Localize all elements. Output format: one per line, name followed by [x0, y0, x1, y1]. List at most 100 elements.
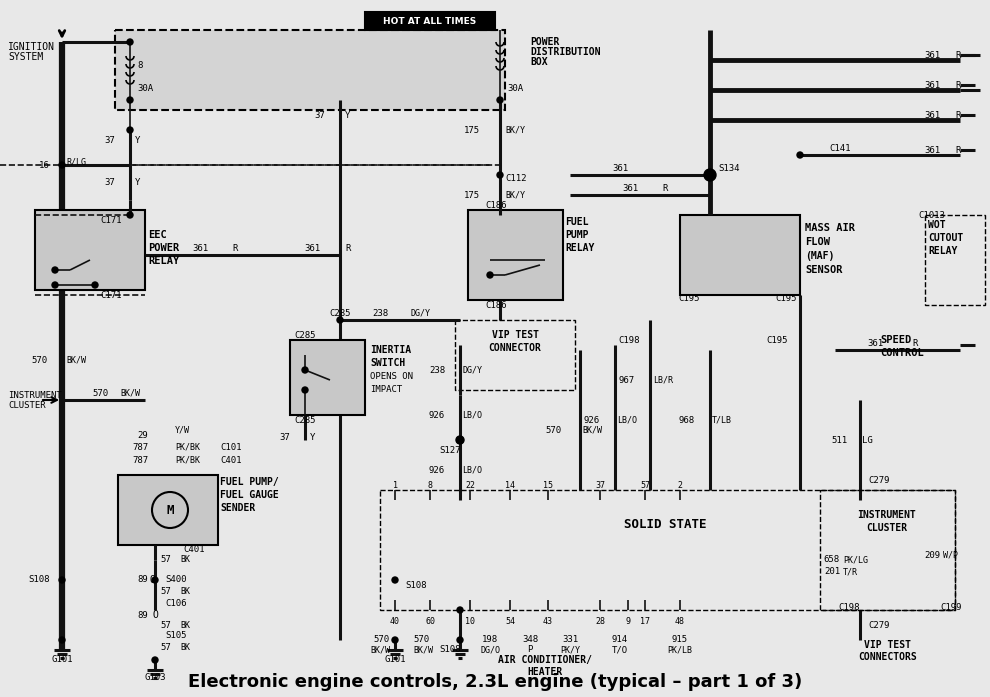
Text: R: R	[955, 146, 960, 155]
Bar	[290, 340, 365, 415]
Text: S108: S108	[440, 645, 460, 654]
Text: 361: 361	[622, 183, 639, 192]
Text: SENDER: SENDER	[220, 503, 255, 513]
Circle shape	[497, 172, 503, 178]
Text: AIR CONDITIONER/: AIR CONDITIONER/	[498, 655, 592, 665]
Bar	[680, 215, 800, 295]
Text: Electronic engine controls, 2.3L engine (typical – part 1 of 3): Electronic engine controls, 2.3L engine …	[188, 673, 802, 691]
Text: 22: 22	[465, 480, 475, 489]
Text: PK/LB: PK/LB	[667, 645, 692, 654]
Text: EEC: EEC	[148, 230, 166, 240]
Text: BK/W: BK/W	[582, 425, 602, 434]
Text: 54: 54	[505, 618, 515, 627]
Text: RELAY: RELAY	[148, 256, 179, 266]
Bar	[468, 210, 563, 300]
Text: 1: 1	[392, 480, 398, 489]
Circle shape	[59, 162, 65, 168]
Text: 30A: 30A	[507, 84, 523, 93]
Text: BK/W: BK/W	[120, 388, 140, 397]
Text: HEATER: HEATER	[528, 667, 562, 677]
Text: C285: C285	[330, 309, 350, 318]
Text: G101: G101	[384, 655, 406, 664]
Text: R: R	[955, 111, 960, 119]
Text: Y: Y	[345, 111, 350, 119]
Text: 37: 37	[104, 178, 115, 187]
Text: 89: 89	[138, 576, 148, 585]
Text: LB/O: LB/O	[617, 415, 637, 424]
Text: CLUSTER: CLUSTER	[8, 401, 46, 410]
Text: 926: 926	[584, 415, 600, 424]
Text: IMPACT: IMPACT	[370, 385, 402, 394]
Text: SYSTEM: SYSTEM	[8, 52, 44, 62]
Text: VIP TEST: VIP TEST	[864, 640, 912, 650]
Text: R: R	[913, 339, 918, 348]
Circle shape	[59, 577, 65, 583]
Text: C198: C198	[618, 335, 640, 344]
Text: Y/W: Y/W	[175, 425, 190, 434]
Circle shape	[302, 367, 308, 373]
Text: BOX: BOX	[530, 57, 547, 67]
Circle shape	[152, 577, 158, 583]
Text: O: O	[149, 575, 155, 585]
Text: POWER: POWER	[530, 37, 559, 47]
Text: OPENS ON: OPENS ON	[370, 372, 413, 381]
Circle shape	[152, 657, 158, 663]
Text: SENSOR: SENSOR	[805, 265, 842, 275]
Text: DISTRIBUTION: DISTRIBUTION	[530, 47, 601, 57]
Text: CUTOUT: CUTOUT	[928, 233, 963, 243]
Text: 348: 348	[522, 636, 538, 645]
Bar	[925, 215, 985, 305]
Text: 361: 361	[867, 339, 883, 348]
Text: R: R	[345, 243, 350, 252]
Text: 361: 361	[612, 164, 628, 172]
Text: LG: LG	[862, 436, 873, 445]
Text: 175: 175	[464, 125, 480, 135]
Text: C101: C101	[220, 443, 242, 452]
Text: 926: 926	[429, 466, 445, 475]
Text: 570: 570	[32, 355, 48, 365]
Text: 57: 57	[160, 588, 170, 597]
Text: O: O	[152, 610, 157, 620]
Text: 361: 361	[924, 146, 940, 155]
Circle shape	[704, 169, 716, 181]
Text: SWITCH: SWITCH	[370, 358, 405, 368]
Text: S134: S134	[718, 164, 740, 172]
Text: C285: C285	[294, 330, 316, 339]
Text: 43: 43	[543, 618, 553, 627]
Text: IGNITION: IGNITION	[8, 42, 55, 52]
Text: 37: 37	[314, 111, 325, 119]
Text: 37: 37	[104, 135, 115, 144]
Text: DG/Y: DG/Y	[410, 309, 430, 318]
Text: PUMP: PUMP	[565, 230, 588, 240]
Text: 658: 658	[824, 556, 840, 565]
Circle shape	[52, 267, 58, 273]
Text: 29: 29	[138, 431, 148, 440]
Text: 2: 2	[677, 480, 682, 489]
Text: SOLID STATE: SOLID STATE	[624, 519, 706, 532]
Text: 511: 511	[832, 436, 848, 445]
Text: 40: 40	[390, 618, 400, 627]
Text: R/LG: R/LG	[66, 158, 86, 167]
Text: C199: C199	[940, 604, 961, 613]
Text: C186: C186	[485, 300, 507, 309]
Circle shape	[456, 436, 464, 444]
Text: DG/Y: DG/Y	[462, 365, 482, 374]
Text: 57: 57	[160, 643, 170, 652]
Text: 201: 201	[824, 567, 840, 576]
Text: BK/Y: BK/Y	[505, 125, 525, 135]
Text: 361: 361	[924, 50, 940, 59]
Bar	[455, 320, 575, 390]
Text: DG/O: DG/O	[480, 645, 500, 654]
Text: CONNECTORS: CONNECTORS	[858, 652, 918, 662]
Bar	[365, 12, 495, 30]
Circle shape	[797, 152, 803, 158]
Text: C401: C401	[220, 456, 242, 464]
Text: HOT AT ALL TIMES: HOT AT ALL TIMES	[383, 17, 476, 26]
Bar	[380, 490, 955, 610]
Text: LB/O: LB/O	[462, 411, 482, 420]
Text: INSTRUMENT: INSTRUMENT	[8, 390, 61, 399]
Circle shape	[127, 212, 133, 218]
Text: C198: C198	[838, 604, 859, 613]
Text: C186: C186	[485, 201, 507, 210]
Text: PK/BK: PK/BK	[175, 456, 200, 464]
